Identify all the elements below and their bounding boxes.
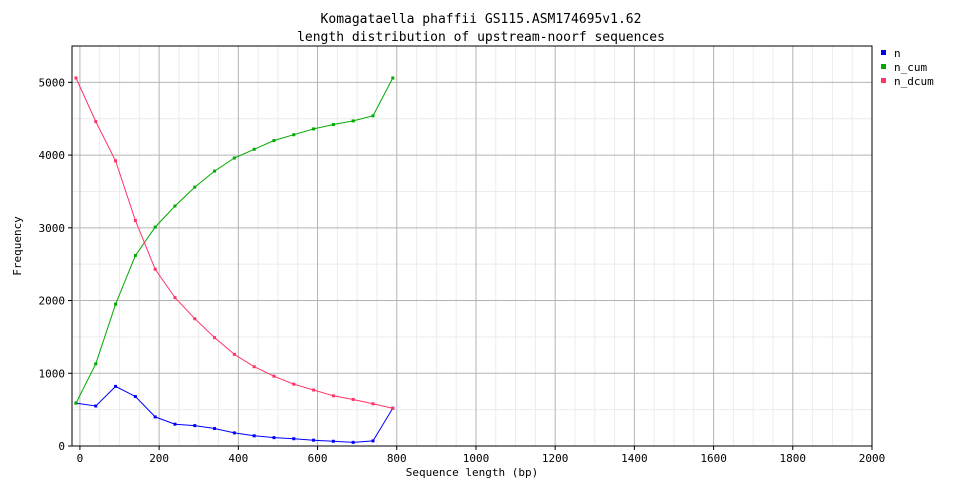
data-point-n_cum — [133, 253, 137, 257]
data-point-n_dcum — [292, 382, 296, 386]
legend-label-n: n — [894, 47, 901, 60]
series-n_cum — [74, 76, 395, 405]
data-point-n — [173, 422, 177, 426]
data-point-n_dcum — [331, 394, 335, 398]
data-point-n — [232, 431, 236, 435]
y-tick-label: 5000 — [39, 76, 66, 89]
data-point-n — [133, 395, 137, 399]
data-point-n_dcum — [391, 406, 395, 410]
chart-subtitle: length distribution of upstream-noorf se… — [297, 30, 665, 45]
x-tick-label: 1800 — [780, 452, 807, 465]
data-point-n_cum — [173, 204, 177, 208]
data-point-n — [153, 415, 157, 419]
data-point-n_cum — [371, 114, 375, 118]
x-axis-label: Sequence length (bp) — [406, 466, 538, 479]
data-point-n_dcum — [114, 159, 118, 163]
series-n — [74, 384, 395, 444]
data-point-n — [252, 434, 256, 438]
data-point-n_cum — [351, 119, 355, 123]
data-point-n — [272, 436, 276, 440]
y-tick-label: 2000 — [39, 295, 66, 308]
data-point-n_dcum — [193, 317, 197, 321]
data-point-n_dcum — [351, 397, 355, 401]
data-point-n_cum — [391, 76, 395, 80]
x-tick-label: 800 — [387, 452, 407, 465]
x-tick-label: 400 — [228, 452, 248, 465]
data-point-n_cum — [153, 225, 157, 229]
data-point-n_cum — [74, 401, 78, 405]
data-point-n_dcum — [133, 219, 137, 223]
x-tick-label: 200 — [149, 452, 169, 465]
y-tick-label: 1000 — [39, 367, 66, 380]
data-point-n — [193, 424, 197, 428]
data-point-n_cum — [114, 302, 118, 306]
data-point-n_cum — [312, 127, 316, 131]
legend-label-n_dcum: n_dcum — [894, 75, 934, 88]
data-point-n_cum — [252, 147, 256, 151]
data-point-n_cum — [213, 169, 217, 173]
series-line-n_dcum — [75, 77, 393, 409]
grid — [72, 45, 873, 447]
legend-marker-n_dcum — [881, 78, 886, 83]
data-point-n_dcum — [173, 296, 177, 300]
data-point-n_cum — [94, 362, 98, 366]
x-tick-label: 2000 — [859, 452, 886, 465]
data-point-n — [292, 437, 296, 441]
data-point-n — [371, 439, 375, 443]
y-tick-label: 4000 — [39, 149, 66, 162]
series — [74, 76, 395, 444]
legend-marker-n — [881, 50, 886, 55]
y-tick-label: 0 — [58, 440, 65, 453]
data-point-n_cum — [193, 185, 197, 189]
data-point-n_dcum — [74, 76, 78, 80]
data-point-n_dcum — [371, 402, 375, 406]
data-point-n — [114, 384, 118, 388]
chart-title: Komagataella phaffii GS115.ASM174695v1.6… — [321, 12, 642, 27]
legend-label-n_cum: n_cum — [894, 61, 927, 74]
y-tick-label: 3000 — [39, 222, 66, 235]
data-point-n_dcum — [312, 388, 316, 392]
data-point-n_dcum — [94, 120, 98, 124]
legend-marker-n_cum — [881, 64, 886, 69]
x-tick-label: 0 — [77, 452, 84, 465]
data-point-n_cum — [292, 133, 296, 137]
data-point-n — [312, 438, 316, 442]
data-point-n_dcum — [213, 336, 217, 340]
data-point-n_dcum — [272, 374, 276, 378]
data-point-n — [94, 404, 98, 408]
data-point-n — [351, 440, 355, 444]
x-tick-label: 1600 — [700, 452, 727, 465]
axis-ticks: 0 200 400 600 800 1000 1200 1400 1600 1800 2000 0 10… — [39, 76, 886, 465]
data-point-n_dcum — [153, 267, 157, 271]
data-point-n_cum — [232, 156, 236, 160]
data-point-n_dcum — [232, 352, 236, 356]
data-point-n — [213, 427, 217, 431]
data-point-n_dcum — [252, 365, 256, 369]
data-point-n — [331, 439, 335, 443]
x-tick-label: 1400 — [621, 452, 648, 465]
x-tick-label: 600 — [308, 452, 328, 465]
data-point-n_cum — [272, 139, 276, 143]
x-tick-label: 1000 — [463, 452, 490, 465]
x-tick-label: 1200 — [542, 452, 569, 465]
y-axis-label: Frequency — [11, 216, 24, 276]
data-point-n_cum — [331, 123, 335, 127]
plot-area-frame — [71, 45, 873, 447]
series-n_dcum — [74, 76, 395, 410]
